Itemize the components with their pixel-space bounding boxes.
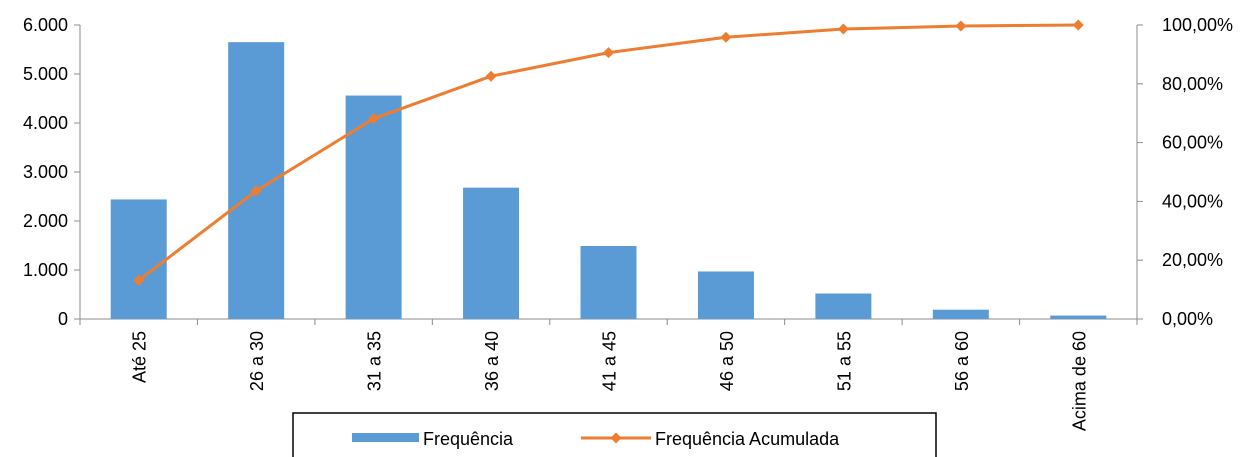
bar [110, 199, 167, 319]
x-tick-label: 31 a 35 [365, 331, 385, 391]
line-series [133, 19, 1084, 286]
right-tick-label: 0,00% [1162, 309, 1213, 329]
line-point [133, 274, 145, 286]
line-point [485, 70, 497, 82]
bar [345, 95, 402, 319]
x-tick-label: 41 a 45 [600, 331, 620, 391]
x-tick-label: Até 25 [130, 331, 150, 383]
x-tick-label: Acima de 60 [1069, 331, 1089, 431]
line-point [1072, 19, 1084, 31]
legend: Frequência Frequência Acumulada [292, 412, 937, 457]
right-tick-label: 60,00% [1162, 133, 1223, 153]
line-point [250, 185, 262, 197]
x-tick-label: 46 a 50 [717, 331, 737, 391]
x-tick-label: 56 a 60 [952, 331, 972, 391]
axes: 0 1.000 2.000 3.000 4.000 5.000 6.000 0,00% 20,0… [23, 15, 1233, 329]
bar [463, 187, 520, 319]
x-tick-labels: Até 25 26 a 30 31 a 35 36 a 40 41 a 45 46 a 5… [130, 331, 1090, 431]
left-tick-label: 4.000 [23, 113, 68, 133]
line-point [368, 113, 380, 125]
right-tick-label: 40,00% [1162, 191, 1223, 211]
bar [932, 309, 989, 319]
bar-series [110, 42, 1107, 320]
right-tick-label: 100,00% [1162, 15, 1233, 35]
line-point [720, 31, 732, 43]
left-tick-label: 2.000 [23, 211, 68, 231]
left-tick-label: 1.000 [23, 260, 68, 280]
bar [580, 245, 637, 319]
left-tick-label: 6.000 [23, 15, 68, 35]
right-tick-label: 20,00% [1162, 250, 1223, 270]
line-point [955, 20, 967, 32]
line-point [603, 47, 614, 59]
bar [697, 271, 754, 319]
legend-swatch-bar [352, 433, 419, 442]
x-tick-label: 36 a 40 [482, 331, 502, 391]
left-tick-label: 5.000 [23, 64, 68, 84]
bar [815, 293, 872, 319]
bar [1050, 315, 1107, 319]
line-point [837, 23, 849, 35]
legend-label-bar: Frequência [423, 429, 514, 449]
left-tick-label: 0 [58, 309, 68, 329]
left-tick-label: 3.000 [23, 162, 68, 182]
right-tick-label: 80,00% [1162, 74, 1223, 94]
legend-swatch-marker [610, 432, 622, 444]
x-tick-label: 51 a 55 [834, 331, 854, 391]
legend-label-line: Frequência Acumulada [655, 429, 840, 449]
x-tick-label: 26 a 30 [247, 331, 267, 391]
